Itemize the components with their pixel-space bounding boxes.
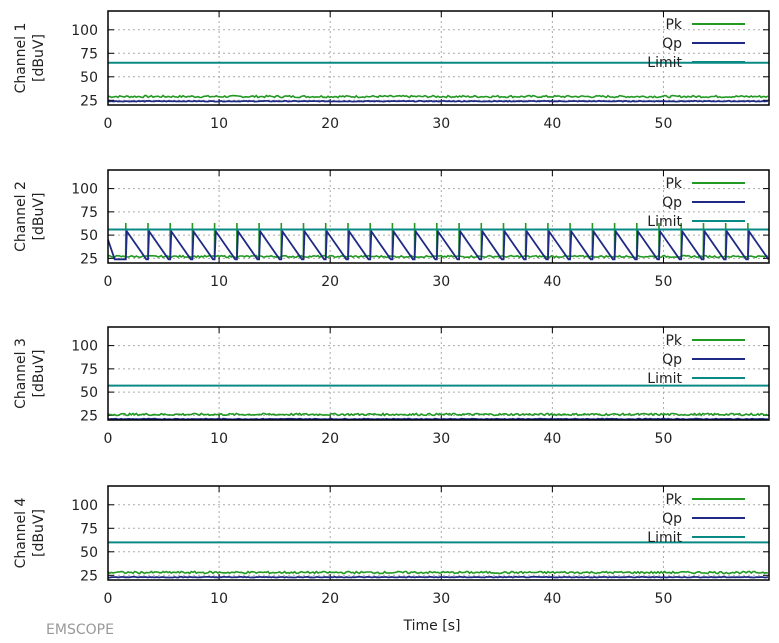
y-axis-label: Channel 1 [dBuV] [13, 23, 47, 94]
qp-series-line [107, 228, 770, 261]
x-tick-label: 30 [432, 116, 450, 132]
x-tick-label: 0 [104, 431, 113, 447]
pk-series-line [107, 412, 769, 417]
y-tick-label: 100 [71, 339, 98, 355]
legend-label-pk: Pk [665, 333, 682, 349]
legend-label-qp: Qp [662, 36, 682, 52]
y-tick-label: 100 [71, 498, 98, 514]
legend-label-limit: Limit [647, 214, 682, 230]
legend-label-pk: Pk [665, 176, 682, 192]
legend-label-qp: Qp [662, 352, 682, 368]
legend-label-limit: Limit [647, 530, 682, 546]
y-axis-label-line: Channel 4 [13, 497, 29, 568]
y-tick-label: 50 [80, 228, 98, 244]
y-axis-label-line: [dBuV] [31, 350, 47, 398]
plot-frame [107, 485, 770, 581]
x-tick-label: 0 [104, 591, 113, 607]
y-tick-label: 50 [80, 70, 98, 86]
x-tick-label: 30 [432, 274, 450, 290]
y-axis-label: Channel 4 [dBuV] [13, 497, 47, 568]
legend-label-limit: Limit [647, 371, 682, 387]
y-tick-label: 50 [80, 385, 98, 401]
y-axis-label-line: [dBuV] [31, 34, 47, 82]
x-tick-label: 0 [104, 116, 113, 132]
y-tick-label: 75 [80, 205, 98, 221]
x-tick-label: 50 [655, 116, 673, 132]
qp-series-line [107, 417, 768, 421]
y-tick-label: 100 [71, 182, 98, 198]
y-tick-label: 25 [80, 408, 98, 424]
x-tick-label: 40 [543, 274, 561, 290]
legend-label-limit: Limit [647, 55, 682, 71]
pk-series-line [107, 94, 769, 99]
x-tick-label: 20 [321, 274, 339, 290]
channel-4-panel: 25 50 75 100 0 10 20 30 40 50 Channel 4 [dBuV] Pk Qp L… [13, 485, 770, 607]
y-axis-label-line: Channel 1 [13, 23, 29, 94]
y-tick-label: 75 [80, 521, 98, 537]
y-tick-label: 25 [80, 93, 98, 109]
y-tick-label: 75 [80, 46, 98, 62]
plot-frame [107, 10, 770, 106]
x-tick-label: 50 [655, 591, 673, 607]
x-tick-label: 30 [432, 591, 450, 607]
x-tick-label: 10 [210, 116, 228, 132]
x-axis-label: Time [s] [403, 618, 461, 634]
y-axis-label: Channel 3 [dBuV] [13, 338, 47, 409]
x-tick-label: 10 [210, 274, 228, 290]
y-tick-label: 25 [80, 251, 98, 267]
x-tick-label: 40 [543, 116, 561, 132]
x-tick-label: 20 [321, 591, 339, 607]
y-axis-label: Channel 2 [dBuV] [13, 181, 47, 252]
y-tick-label: 100 [71, 23, 98, 39]
legend-label-qp: Qp [662, 195, 682, 211]
watermark-logo: EMSCOPE [46, 622, 114, 638]
pk-series-line [107, 570, 769, 575]
x-tick-label: 50 [655, 431, 673, 447]
y-tick-label: 50 [80, 545, 98, 561]
channel-1-panel: 25 50 75 100 0 10 20 30 40 50 Channel 1 [dBuV] Pk Qp L… [13, 10, 770, 132]
x-tick-label: 50 [655, 274, 673, 290]
x-tick-label: 0 [104, 274, 113, 290]
y-tick-label: 75 [80, 362, 98, 378]
plot-frame [107, 326, 770, 421]
channel-3-panel: 25 50 75 100 0 10 20 30 40 50 Channel 3 [dBuV] Pk Qp L… [13, 326, 770, 447]
x-tick-label: 20 [321, 116, 339, 132]
x-tick-label: 10 [210, 591, 228, 607]
qp-series-line [107, 575, 769, 579]
x-tick-label: 30 [432, 431, 450, 447]
channel-2-panel: 25 50 75 100 0 10 20 30 40 50 Channel 2 [dBuV] Pk Qp L… [13, 169, 770, 290]
qp-series-line [107, 99, 768, 103]
y-axis-label-line: [dBuV] [31, 509, 47, 557]
y-tick-label: 25 [80, 568, 98, 584]
legend-label-pk: Pk [665, 492, 682, 508]
plot-frame [107, 169, 770, 264]
y-axis-label-line: Channel 2 [13, 181, 29, 252]
x-tick-label: 20 [321, 431, 339, 447]
legend-label-pk: Pk [665, 17, 682, 33]
x-tick-label: 10 [210, 431, 228, 447]
y-axis-label-line: Channel 3 [13, 338, 29, 409]
legend-label-qp: Qp [662, 511, 682, 527]
x-tick-label: 40 [543, 591, 561, 607]
y-axis-label-line: [dBuV] [31, 193, 47, 241]
x-tick-label: 40 [543, 431, 561, 447]
